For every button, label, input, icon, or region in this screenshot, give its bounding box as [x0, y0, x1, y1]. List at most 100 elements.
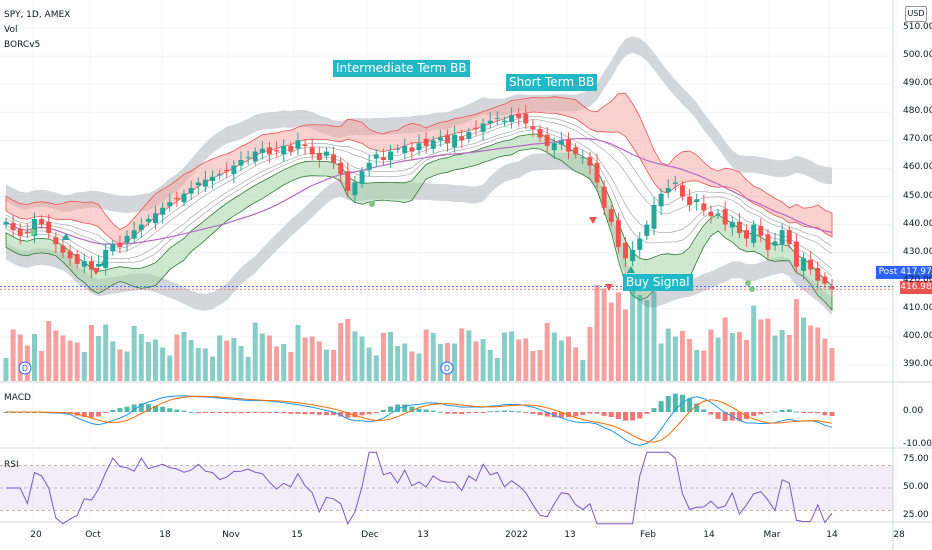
candle	[644, 220, 650, 241]
volume-bar	[736, 332, 742, 381]
macd-histogram-bar	[160, 406, 166, 412]
macd-histogram-bar	[430, 410, 436, 412]
annotation-buy-signal: Buy Signal	[623, 274, 693, 291]
candle	[573, 143, 579, 159]
volume-bar	[217, 335, 223, 381]
candle	[736, 213, 742, 239]
macd-histogram-bar	[252, 412, 258, 413]
indicator-vol-label[interactable]: Vol	[4, 25, 18, 35]
macd-histogram-bar	[380, 409, 386, 412]
rsi-label[interactable]: RSI	[4, 460, 19, 470]
macd-label[interactable]: MACD	[4, 393, 31, 403]
macd-histogram-bar	[665, 395, 671, 412]
macd-histogram-bar	[266, 412, 272, 413]
candle	[665, 179, 671, 198]
currency-button[interactable]: USD	[905, 6, 927, 22]
volume-bar	[53, 330, 59, 381]
rsi-panel	[0, 451, 893, 525]
macd-histogram-bar	[480, 412, 486, 413]
volume-bar	[808, 325, 814, 381]
macd-histogram-bar	[644, 412, 650, 414]
indicator-borc-label[interactable]: BORCv5	[4, 40, 41, 50]
volume-bar	[466, 330, 472, 381]
volume-bar	[281, 344, 287, 381]
macd-histogram-bar	[722, 412, 728, 422]
macd-histogram-bar	[630, 412, 636, 421]
macd-histogram-bar	[544, 412, 550, 417]
candle	[373, 149, 379, 168]
volume-bar	[231, 338, 237, 381]
sell-arrow-icon	[605, 284, 613, 291]
candle	[195, 177, 201, 194]
macd-histogram-bar	[509, 410, 515, 412]
volume-bar	[558, 340, 564, 381]
volume-bar	[566, 336, 572, 381]
candle	[544, 127, 550, 153]
signal-dot	[369, 201, 375, 207]
candle	[138, 218, 144, 238]
volume-bar	[615, 292, 621, 381]
rsi-line	[6, 451, 833, 525]
candle	[395, 144, 401, 153]
candle	[24, 222, 30, 239]
volume-bar	[373, 355, 379, 381]
volume-bar	[430, 333, 436, 381]
volume-bar	[345, 319, 351, 381]
volume-bar	[110, 341, 116, 381]
x-tick-label: 18	[159, 530, 171, 540]
volume-bar	[694, 350, 700, 381]
dividend-label: D	[444, 364, 450, 373]
volume-bar	[687, 339, 693, 381]
candle	[679, 181, 685, 201]
x-tick-label: 13	[564, 530, 576, 540]
volume-bar	[751, 305, 757, 381]
candle	[815, 261, 821, 289]
volume-bar	[672, 336, 678, 381]
macd-histogram-bar	[302, 412, 308, 415]
volume-bar	[74, 342, 80, 381]
macd-histogram-bar	[359, 412, 365, 416]
macd-histogram-bar	[210, 412, 215, 413]
candle	[758, 218, 764, 243]
price-tick-label: 440.00	[903, 218, 932, 229]
candle	[316, 146, 322, 168]
volume-bar	[96, 336, 102, 381]
macd-histogram-bar	[801, 412, 807, 413]
volume-bar	[188, 340, 194, 381]
signal-dot	[30, 229, 36, 235]
volume-bar	[601, 288, 607, 381]
volume-bar	[138, 334, 144, 381]
volume-bar	[679, 331, 685, 381]
macd-line	[6, 395, 833, 446]
buy-arrow-icon	[100, 259, 108, 266]
macd-histogram-bar	[96, 412, 102, 417]
volume-bar	[580, 360, 586, 381]
macd-histogram-bar	[295, 412, 301, 414]
volume-bar	[829, 348, 835, 381]
symbol-title[interactable]: SPY, 1D, AMEX	[4, 10, 71, 20]
candle	[181, 189, 187, 207]
macd-histogram-bar	[715, 412, 721, 419]
candle	[252, 147, 258, 166]
candle	[266, 142, 272, 164]
volume-bar	[117, 349, 123, 381]
macd-histogram-bar	[131, 404, 137, 412]
candle	[174, 191, 180, 207]
macd-histogram-bar	[245, 412, 251, 414]
volume-bar	[10, 329, 16, 381]
macd-histogram-bar	[309, 412, 315, 415]
long-moving-average	[5, 137, 833, 245]
candle	[779, 223, 785, 252]
candle	[231, 160, 237, 183]
post-label: Post	[876, 266, 900, 279]
candle	[722, 201, 728, 232]
x-tick-label: Nov	[222, 530, 240, 540]
macd-histogram-bar	[345, 412, 351, 418]
candle	[409, 142, 415, 161]
candle	[744, 223, 750, 247]
macd-histogram-bar	[452, 412, 458, 414]
x-tick-label: 14	[703, 530, 715, 540]
volume-bar	[238, 346, 244, 381]
candle	[402, 138, 408, 160]
